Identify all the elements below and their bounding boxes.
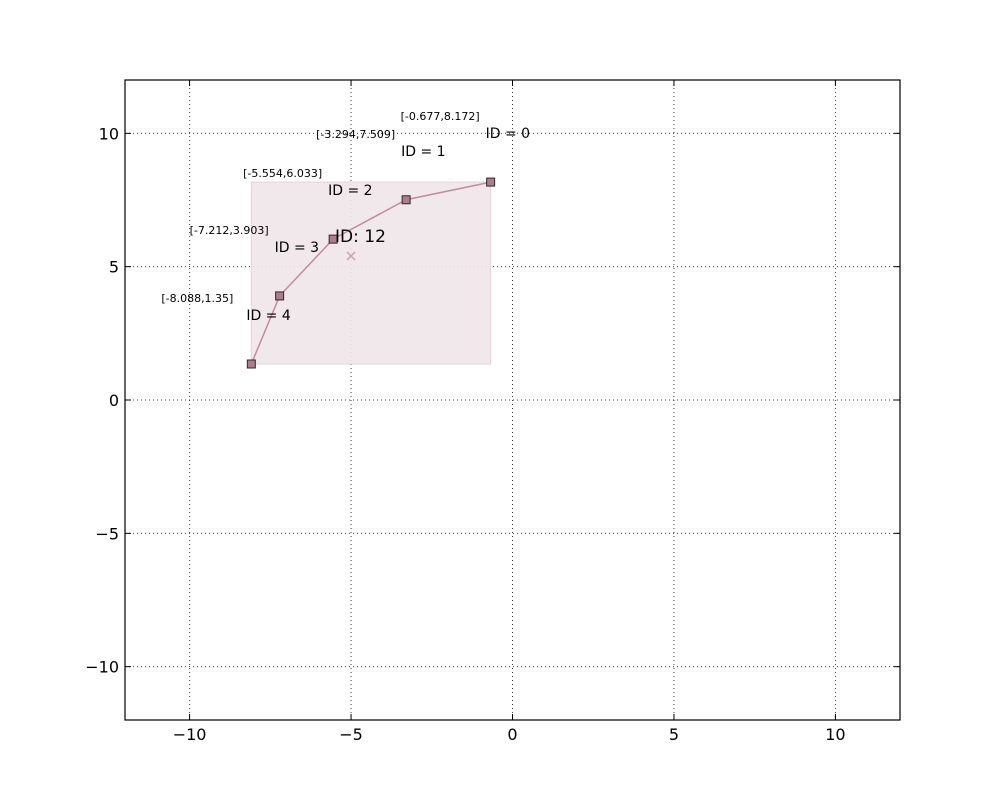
x-tick-label: 5: [669, 725, 679, 744]
group-center-marker: [346, 251, 356, 261]
coord-label: [-7.212,3.903]: [190, 224, 269, 237]
group-id-label: ID: 12: [335, 227, 386, 247]
group-box-layer: [250, 181, 492, 365]
coord-label: [-5.554,6.033]: [243, 167, 322, 180]
data-point-marker: [246, 359, 256, 369]
y-tick-label: 10: [99, 124, 119, 143]
point-id-label: ID = 1: [401, 144, 445, 160]
label-layer: [-0.677,8.172] ID = 0 [-3.294,7.509] ID = 1…: [161, 110, 530, 324]
coord-label: [-3.294,7.509]: [316, 128, 395, 141]
axes-frame: −10 −5 0 5 10 −10 −5 0 5 10: [85, 79, 901, 744]
center-cross-stroke: [346, 251, 356, 261]
data-point-marker: [328, 234, 338, 244]
data-point-marker: [486, 177, 496, 187]
data-point-marker: [401, 195, 411, 205]
point-id-label: ID = 3: [275, 240, 319, 256]
coord-label: [-8.088,1.35]: [161, 292, 233, 305]
x-tick-label: −10: [173, 725, 207, 744]
y-tick-label: −5: [95, 524, 119, 543]
coord-label: [-0.677,8.172]: [401, 110, 480, 123]
grid-lines: [125, 80, 900, 720]
y-tick-label: −10: [85, 658, 119, 677]
y-tick-label: 0: [109, 391, 119, 410]
point-id-label: ID = 2: [328, 183, 372, 199]
y-tick-label: 5: [109, 258, 119, 277]
point-id-label: ID = 0: [486, 126, 530, 142]
x-tick-label: −5: [339, 725, 363, 744]
point-id-label: ID = 4: [246, 308, 291, 324]
data-point-marker: [275, 291, 285, 301]
x-tick-label: 0: [507, 725, 517, 744]
group-bounding-box: [250, 181, 492, 365]
x-tick-label: 10: [825, 725, 845, 744]
series-layer: [246, 177, 496, 369]
